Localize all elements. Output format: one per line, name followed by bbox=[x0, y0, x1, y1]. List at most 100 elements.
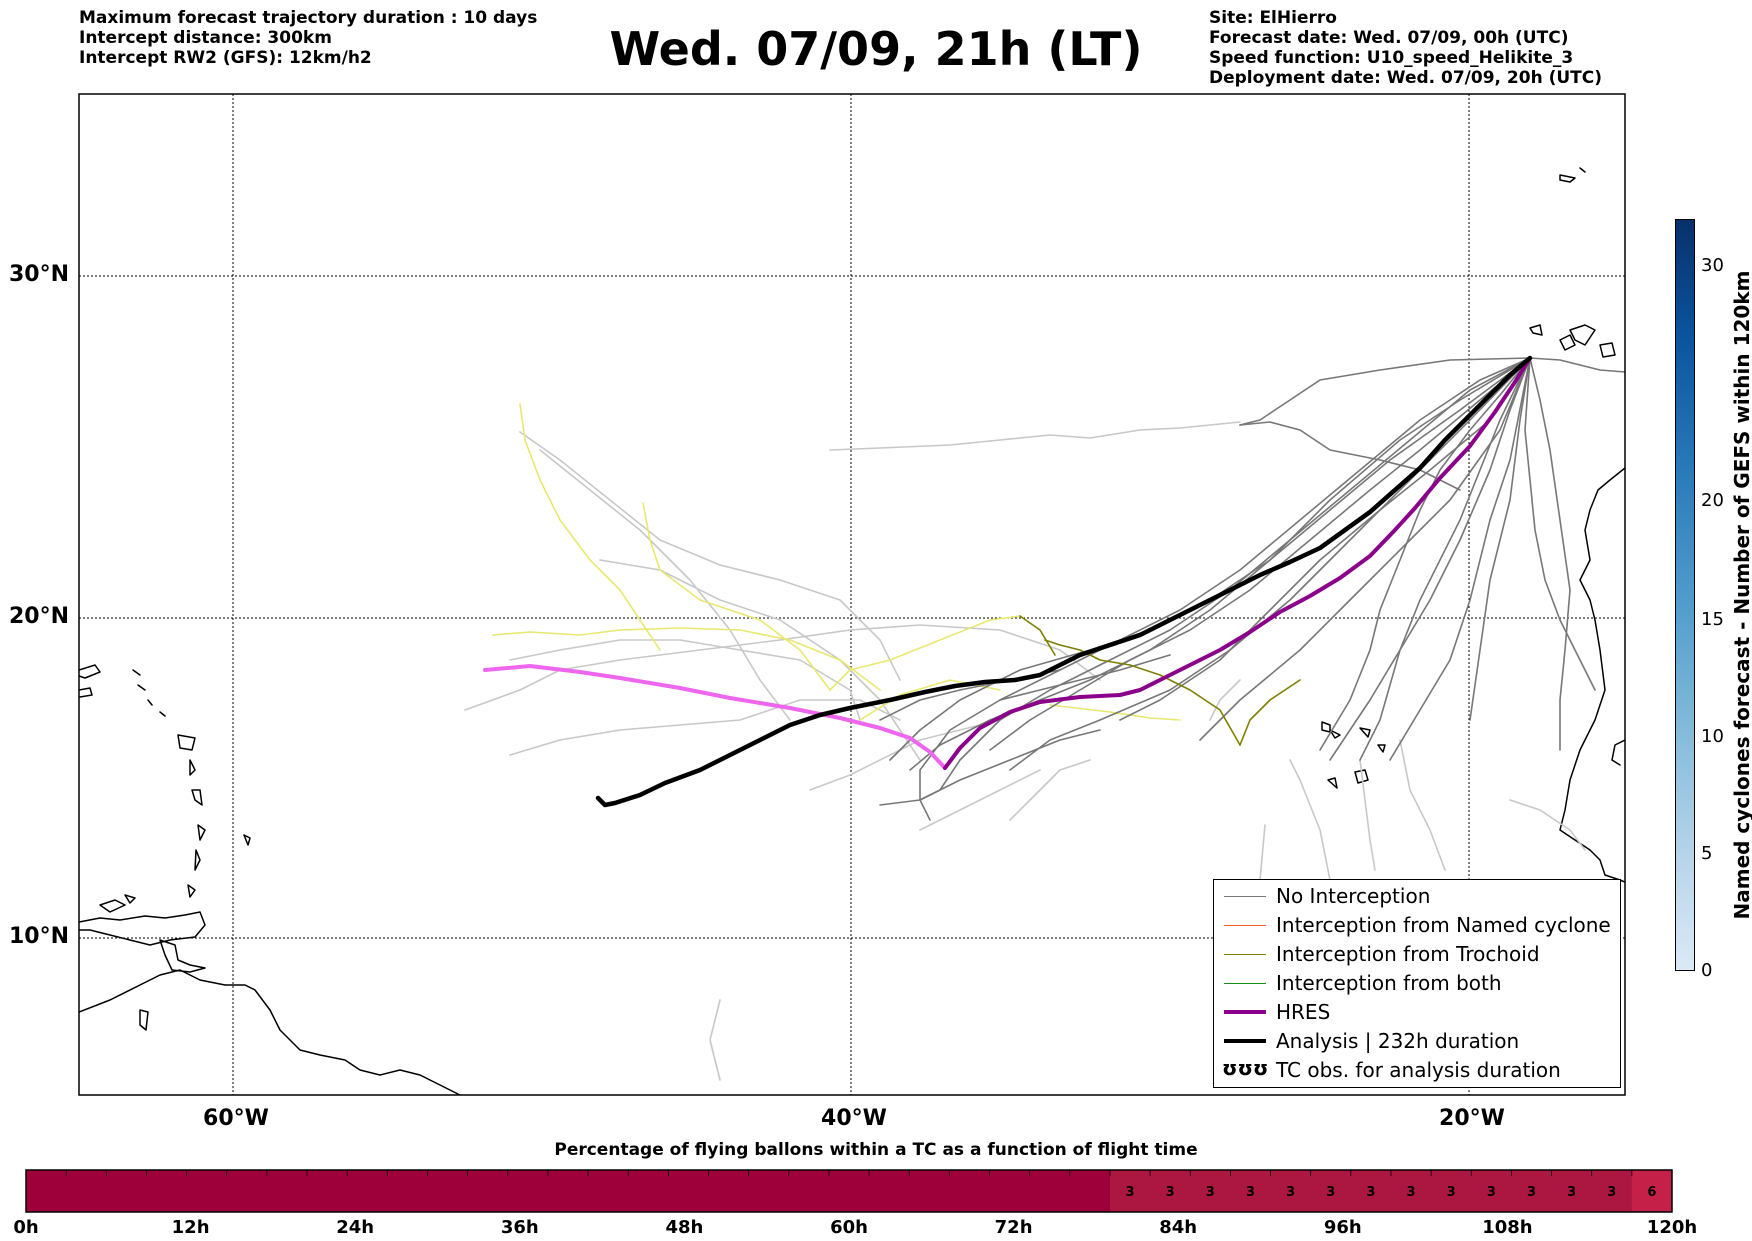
trochoid-track bbox=[1239, 679, 1301, 746]
analysis-track bbox=[595, 355, 1533, 808]
header-right-info: Site: ElHierro Forecast date: Wed. 07/09… bbox=[1209, 8, 1602, 88]
legend-line bbox=[1224, 954, 1266, 955]
flight-time-tick-label: 12h bbox=[171, 1217, 210, 1238]
tc-obs-icon: ʊʊʊ bbox=[1222, 1056, 1269, 1080]
no-interception-track bbox=[1389, 357, 1531, 761]
legend-item-analysis: Analysis | 232h duration bbox=[1214, 1027, 1620, 1056]
header-left-line: Intercept RW2 (GFS): 12km/h2 bbox=[79, 48, 372, 68]
legend-label: Interception from both bbox=[1276, 971, 1502, 995]
flight-time-tick-label: 48h bbox=[665, 1217, 704, 1238]
flight-time-tick-label: 120h bbox=[1646, 1217, 1698, 1238]
hres-track bbox=[943, 356, 1532, 770]
colorbar-tick: 0 bbox=[1701, 960, 1713, 981]
coastline-island-2 bbox=[79, 687, 93, 698]
coastline-trinidad bbox=[159, 939, 206, 973]
coastline-small-island bbox=[139, 1009, 149, 1031]
no-interception-track bbox=[919, 729, 1101, 801]
no-interception-track bbox=[1239, 357, 1531, 426]
coastline-africa-bulge bbox=[1611, 739, 1625, 766]
header-left-line: Intercept distance: 300km bbox=[79, 28, 332, 48]
coastline-azores bbox=[1559, 167, 1586, 183]
coastline-south-america bbox=[79, 969, 461, 1095]
lon-label-40w: 40°W bbox=[821, 1106, 887, 1131]
coastline-small-antilles bbox=[99, 894, 136, 913]
gefs-yellow-tracks bbox=[492, 403, 1181, 721]
flight-time-tick-label: 84h bbox=[1159, 1217, 1198, 1238]
legend-label: HRES bbox=[1276, 1000, 1331, 1024]
gefs-track bbox=[492, 627, 881, 691]
legend-line bbox=[1224, 1039, 1266, 1043]
header-right-line: Site: ElHierro bbox=[1209, 8, 1337, 28]
flight-time-tick-label: 36h bbox=[500, 1217, 539, 1238]
flight-time-tick-label: 60h bbox=[830, 1217, 868, 1238]
header-left-line: Maximum forecast trajectory duration : 1… bbox=[79, 8, 538, 28]
header-left-info: Maximum forecast trajectory duration : 1… bbox=[79, 8, 537, 68]
lat-label-30n: 30°N bbox=[9, 262, 70, 287]
no-interception-track bbox=[1529, 357, 1625, 373]
gefs-track bbox=[1509, 799, 1586, 851]
gefs-track bbox=[1359, 759, 1376, 871]
colorbar-tick: 5 bbox=[1701, 843, 1713, 864]
legend-item-named-cyclone: Interception from Named cyclone bbox=[1214, 911, 1620, 940]
gefs-track bbox=[1289, 759, 1331, 881]
flight-time-tick-label: 24h bbox=[336, 1217, 375, 1238]
gefs-track bbox=[1399, 739, 1446, 871]
gefs-track bbox=[519, 431, 901, 681]
legend-item-tc-obs: ʊʊʊ TC obs. for analysis duration bbox=[1214, 1056, 1620, 1085]
map-legend: No Interception Interception from Named … bbox=[1213, 879, 1621, 1088]
no-interception-track bbox=[1329, 357, 1531, 761]
gefs-track bbox=[509, 639, 861, 721]
gefs-track bbox=[1009, 759, 1091, 821]
gefs-track bbox=[709, 999, 721, 1081]
lat-label-10n: 10°N bbox=[9, 924, 70, 949]
legend-label: TC obs. for analysis duration bbox=[1276, 1058, 1561, 1082]
trochoid-track bbox=[1019, 615, 1056, 656]
gefs-track bbox=[829, 421, 1241, 451]
coastline-africa bbox=[1559, 467, 1625, 883]
legend-line bbox=[1224, 983, 1266, 984]
legend-item-trochoid: Interception from Trochoid bbox=[1214, 940, 1620, 969]
coastline-island-1 bbox=[79, 664, 101, 679]
header-right-line: Forecast date: Wed. 07/09, 00h (UTC) bbox=[1209, 28, 1569, 48]
gefs-track bbox=[539, 449, 791, 721]
no-interception-track bbox=[1359, 357, 1531, 761]
legend-label: Analysis | 232h duration bbox=[1276, 1029, 1520, 1053]
colorbar-tick: 10 bbox=[1701, 726, 1724, 747]
trochoid-track bbox=[1044, 639, 1241, 746]
flight-time-tick-label: 108h bbox=[1482, 1217, 1533, 1238]
colorbar-title: Named cyclones forecast - Number of GEFS… bbox=[1730, 270, 1752, 920]
blue-gradient-colorbar-icon bbox=[1675, 219, 1695, 971]
gefs-track bbox=[464, 624, 1101, 711]
gefs-magenta-track bbox=[483, 664, 947, 770]
lat-label-20n: 20°N bbox=[9, 604, 70, 629]
trochoid-tracks bbox=[1019, 615, 1301, 746]
legend-label: Interception from Trochoid bbox=[1276, 942, 1540, 966]
lon-label-20w: 20°W bbox=[1439, 1106, 1505, 1131]
legend-item-both: Interception from both bbox=[1214, 969, 1620, 998]
header-right-line: Speed function: U10_speed_Helikite_3 bbox=[1209, 48, 1574, 68]
header-right-line: Deployment date: Wed. 07/09, 20h (UTC) bbox=[1209, 68, 1603, 88]
legend-line bbox=[1224, 925, 1266, 926]
legend-line bbox=[1224, 896, 1266, 897]
coastline-antilles bbox=[132, 669, 251, 898]
legend-item-no-interception: No Interception bbox=[1214, 882, 1620, 911]
no-interception-track bbox=[909, 357, 1531, 771]
no-interception-track bbox=[999, 654, 1171, 701]
gefs-track bbox=[642, 502, 831, 691]
coastline-canary-islands bbox=[1529, 324, 1616, 358]
page-title: Wed. 07/09, 21h (LT) bbox=[609, 22, 1143, 76]
legend-label: No Interception bbox=[1276, 884, 1431, 908]
gefs-track bbox=[599, 559, 921, 761]
no-interception-track bbox=[879, 357, 1531, 806]
flight-time-tick-label: 96h bbox=[1323, 1217, 1362, 1238]
gefs-track bbox=[509, 699, 901, 756]
map-frame bbox=[78, 93, 1626, 1096]
legend-label: Interception from Named cyclone bbox=[1276, 913, 1611, 937]
colorbar-tick: 20 bbox=[1701, 490, 1724, 511]
gefs-track bbox=[519, 403, 661, 651]
flight-time-tick-label: 72h bbox=[994, 1217, 1033, 1238]
colorbar-tick: 30 bbox=[1701, 255, 1724, 276]
no-interception-track bbox=[1119, 357, 1531, 721]
no-interception-track bbox=[1469, 357, 1531, 721]
gefs-track bbox=[919, 769, 1041, 831]
